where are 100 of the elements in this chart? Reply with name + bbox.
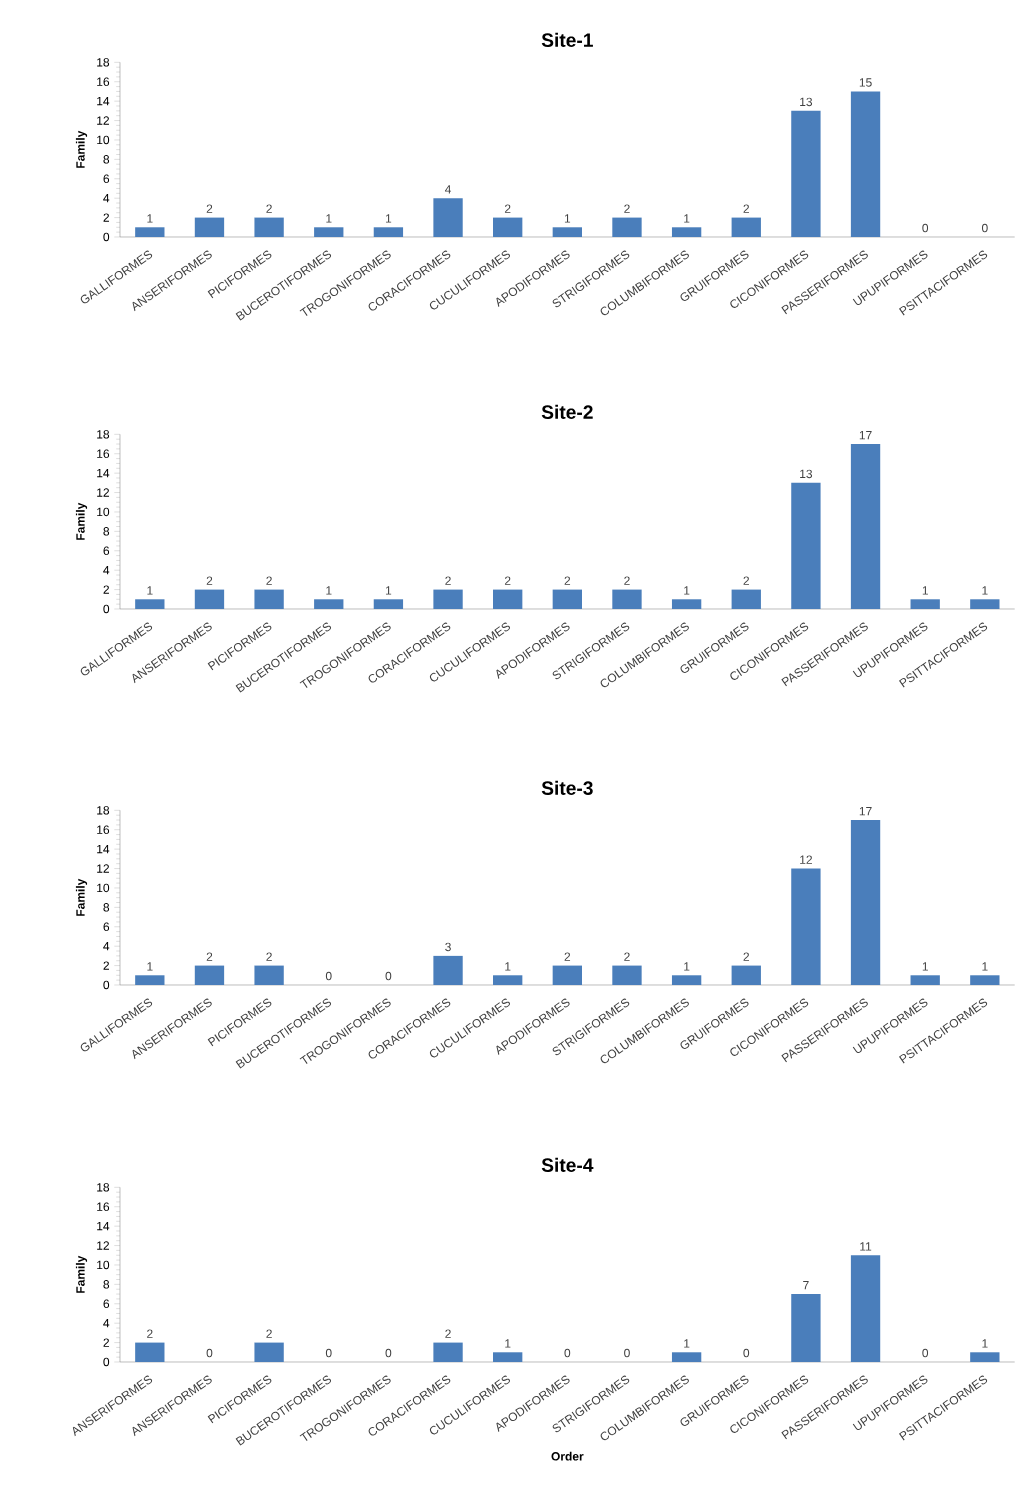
- bar: [135, 599, 165, 609]
- y-tick-label: 0: [103, 604, 110, 614]
- bar: [671, 975, 702, 985]
- y-tick-label: 16: [97, 449, 110, 458]
- y-tick-label: 8: [103, 903, 110, 912]
- data-label: 2: [445, 1329, 451, 1338]
- bar: [254, 965, 284, 985]
- y-tick-label: 4: [103, 942, 110, 951]
- data-label: 0: [743, 1348, 750, 1358]
- bar: [373, 599, 404, 609]
- bar: [731, 965, 761, 985]
- data-label: 1: [982, 586, 988, 595]
- data-label: 0: [922, 1348, 929, 1358]
- y-tick-label: 14: [97, 1222, 110, 1231]
- bar: [970, 1352, 1000, 1362]
- bar: [910, 599, 940, 609]
- data-label: 1: [684, 962, 690, 971]
- data-label: 1: [684, 1339, 690, 1348]
- bar: [493, 217, 523, 237]
- bar: [135, 1342, 165, 1362]
- data-label: 2: [564, 952, 571, 961]
- y-tick-label: 18: [97, 58, 110, 67]
- y-tick-label: 4: [103, 566, 110, 575]
- data-label: 1: [982, 962, 988, 971]
- data-label: 2: [266, 204, 272, 213]
- data-label: 0: [385, 971, 392, 981]
- y-axis-title: Family: [75, 130, 88, 168]
- data-label: 2: [147, 1329, 153, 1338]
- data-label: 1: [326, 214, 332, 223]
- bar: [552, 227, 582, 237]
- bar: [850, 820, 881, 985]
- bar: [791, 482, 821, 609]
- data-label: 1: [147, 586, 153, 595]
- data-label: 1: [326, 586, 332, 595]
- y-tick-label: 10: [97, 135, 110, 145]
- bar: [612, 965, 642, 985]
- y-tick-label: 0: [103, 232, 110, 242]
- chart-title: Site-2: [541, 404, 593, 419]
- y-tick-label: 14: [97, 469, 110, 478]
- bar: [135, 227, 165, 237]
- data-label: 17: [859, 431, 872, 440]
- data-label: 1: [505, 962, 511, 971]
- data-label: 2: [743, 204, 749, 213]
- y-axis-title: Family: [75, 502, 88, 540]
- chart-title: Site-1: [541, 32, 593, 47]
- bar: [254, 589, 284, 609]
- bar: [194, 965, 225, 985]
- y-tick-label: 2: [103, 585, 109, 594]
- bar: [314, 227, 344, 237]
- y-tick-label: 6: [103, 922, 110, 932]
- data-label: 1: [505, 1339, 511, 1348]
- data-label: 0: [564, 1348, 571, 1358]
- data-label: 1: [684, 214, 690, 223]
- y-tick-label: 8: [103, 155, 110, 164]
- bar: [850, 1255, 881, 1362]
- y-tick-label: 10: [97, 507, 110, 517]
- data-label: 2: [266, 576, 272, 585]
- data-label: 1: [684, 586, 690, 595]
- y-tick-label: 10: [97, 1260, 110, 1270]
- bar: [552, 589, 582, 609]
- y-tick-label: 2: [103, 1338, 109, 1347]
- y-tick-label: 10: [97, 883, 110, 893]
- data-label: 17: [859, 807, 872, 816]
- data-label: 1: [385, 586, 392, 595]
- data-label: 7: [803, 1281, 809, 1290]
- data-label: 0: [206, 1348, 213, 1358]
- y-tick-label: 8: [103, 527, 110, 536]
- y-tick-label: 18: [97, 1183, 110, 1192]
- bar: [671, 1352, 702, 1362]
- data-label: 0: [385, 1348, 392, 1358]
- bar: [552, 965, 582, 985]
- data-label: 1: [922, 962, 928, 971]
- data-label: 1: [922, 586, 928, 595]
- bar: [433, 1342, 463, 1362]
- y-axis-title: Family: [75, 1255, 88, 1293]
- y-tick-label: 0: [103, 1357, 110, 1367]
- data-label: 1: [982, 1339, 988, 1348]
- y-tick-label: 12: [97, 488, 109, 497]
- bar: [254, 1342, 284, 1362]
- bar: [731, 589, 761, 609]
- y-tick-label: 4: [103, 194, 110, 203]
- data-label: 13: [800, 97, 813, 107]
- data-label: 2: [504, 576, 511, 585]
- y-tick-label: 0: [103, 980, 110, 990]
- data-label: 1: [147, 962, 153, 971]
- y-tick-label: 2: [103, 213, 109, 222]
- y-tick-label: 6: [103, 174, 110, 184]
- bar: [493, 589, 523, 609]
- bar: [254, 217, 284, 237]
- y-axis-title: Family: [75, 878, 88, 916]
- y-tick-label: 14: [97, 97, 110, 106]
- bar: [194, 589, 225, 609]
- data-label: 2: [504, 204, 511, 213]
- bar: [671, 599, 702, 609]
- data-label: 2: [206, 952, 213, 961]
- bar: [850, 444, 881, 609]
- bar: [194, 217, 225, 237]
- y-tick-label: 12: [97, 116, 109, 125]
- data-label: 4: [444, 185, 452, 194]
- data-label: 2: [743, 952, 749, 961]
